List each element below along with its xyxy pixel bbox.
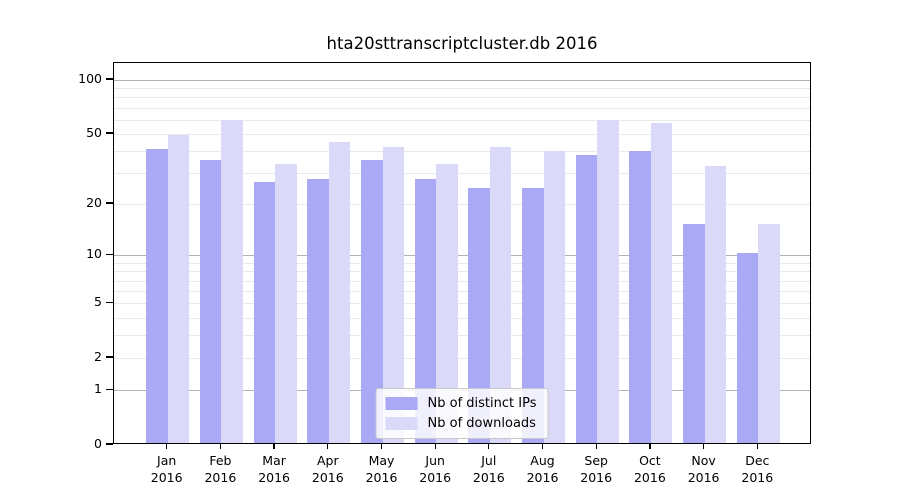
x-tick-mark xyxy=(434,444,436,449)
y-tick-mark xyxy=(106,132,113,134)
bar-distinct-ips-oct xyxy=(629,151,651,443)
major-gridline xyxy=(114,79,810,81)
bar-downloads-dec xyxy=(758,223,780,443)
bar-downloads-nov xyxy=(704,166,727,443)
minor-gridline xyxy=(114,335,810,337)
bar-downloads-jul xyxy=(489,147,512,443)
x-tick-label: Mar 2016 xyxy=(258,453,290,485)
bar-distinct-ips-nov xyxy=(683,223,705,443)
bar-downloads-sep xyxy=(597,120,619,443)
legend-swatch xyxy=(385,397,418,410)
minor-gridline xyxy=(114,173,810,175)
bar-distinct-ips-jan xyxy=(146,149,168,443)
bar-downloads-jun xyxy=(436,164,458,443)
y-tick-label: 20 xyxy=(86,195,102,211)
x-tick-mark xyxy=(756,444,758,449)
x-tick-mark xyxy=(380,444,383,449)
minor-gridline xyxy=(114,107,810,109)
bar-distinct-ips-aug xyxy=(522,188,544,443)
y-tick-mark xyxy=(106,443,113,445)
minor-gridline xyxy=(114,291,810,292)
major-gridline xyxy=(114,255,810,257)
x-tick-label: Nov 2016 xyxy=(687,453,720,485)
y-tick-label: 50 xyxy=(86,124,102,140)
y-tick-mark xyxy=(106,202,113,204)
y-tick-label: 10 xyxy=(86,246,102,262)
x-tick-label: Apr 2016 xyxy=(311,453,344,485)
bar-downloads-feb xyxy=(221,120,243,443)
minor-gridline xyxy=(114,317,810,319)
minor-gridline xyxy=(114,280,810,282)
x-tick-mark xyxy=(219,444,222,449)
x-tick-label: Dec 2016 xyxy=(741,453,774,485)
y-tick-label: 0 xyxy=(94,436,102,451)
chart-title: hta20sttranscriptcluster.db 2016 xyxy=(326,34,598,53)
x-tick-label: Feb 2016 xyxy=(204,453,237,485)
x-tick-mark xyxy=(595,444,597,449)
bar-distinct-ips-apr xyxy=(307,179,329,443)
y-tick-label: 1 xyxy=(94,381,102,397)
x-tick-mark xyxy=(649,444,651,449)
y-tick-mark xyxy=(106,301,113,303)
y-tick-label: 100 xyxy=(78,70,102,86)
y-tick-mark xyxy=(106,78,113,80)
bar-distinct-ips-jul xyxy=(468,188,490,443)
x-tick-label: Jan 2016 xyxy=(150,453,183,485)
y-tick-label: 2 xyxy=(94,349,102,365)
plot-area: Nb of distinct IPs Nb of downloads xyxy=(113,62,811,444)
x-tick-label: Aug 2016 xyxy=(526,453,559,485)
minor-gridline xyxy=(114,119,810,121)
minor-gridline xyxy=(114,262,810,264)
bar-downloads-may xyxy=(382,147,404,443)
minor-gridline xyxy=(114,97,810,99)
x-tick-mark xyxy=(273,444,275,449)
legend-label: Nb of downloads xyxy=(427,416,536,431)
bar-distinct-ips-may xyxy=(361,159,383,443)
x-tick-mark xyxy=(488,444,490,449)
legend-entry: Nb of distinct IPs xyxy=(385,396,537,411)
y-tick-mark xyxy=(106,253,113,255)
minor-gridline xyxy=(114,151,810,153)
minor-gridline xyxy=(114,271,810,273)
bar-downloads-mar xyxy=(275,164,297,443)
x-tick-label: Sep 2016 xyxy=(580,453,613,485)
x-tick-mark xyxy=(166,444,168,449)
bar-distinct-ips-dec xyxy=(736,253,759,443)
bar-downloads-jan xyxy=(167,135,190,443)
legend-swatch xyxy=(385,417,418,430)
minor-gridline xyxy=(114,303,810,305)
y-tick-label: 5 xyxy=(94,294,102,310)
minor-gridline xyxy=(114,204,810,206)
legend-entry: Nb of downloads xyxy=(385,416,537,431)
bar-distinct-ips-mar xyxy=(253,182,276,443)
legend-label: Nb of distinct IPs xyxy=(427,396,537,411)
bar-distinct-ips-feb xyxy=(199,159,222,443)
y-tick-mark xyxy=(106,388,113,390)
x-tick-label: Oct 2016 xyxy=(633,453,666,485)
minor-gridline xyxy=(114,358,810,360)
x-tick-mark xyxy=(702,444,705,449)
minor-gridline xyxy=(114,133,810,135)
x-tick-mark xyxy=(541,444,544,449)
bar-downloads-oct xyxy=(650,123,673,443)
x-tick-mark xyxy=(327,444,329,449)
minor-gridline xyxy=(114,88,810,90)
x-tick-label: May 2016 xyxy=(365,453,398,485)
bar-downloads-apr xyxy=(328,141,351,443)
x-tick-label: Jul 2016 xyxy=(472,453,505,485)
legend: Nb of distinct IPs Nb of downloads xyxy=(375,388,549,439)
bar-distinct-ips-sep xyxy=(575,155,598,443)
x-tick-label: Jun 2016 xyxy=(419,453,452,485)
y-tick-mark xyxy=(106,356,113,358)
bar-distinct-ips-jun xyxy=(414,179,437,443)
bar-downloads-aug xyxy=(543,151,565,443)
